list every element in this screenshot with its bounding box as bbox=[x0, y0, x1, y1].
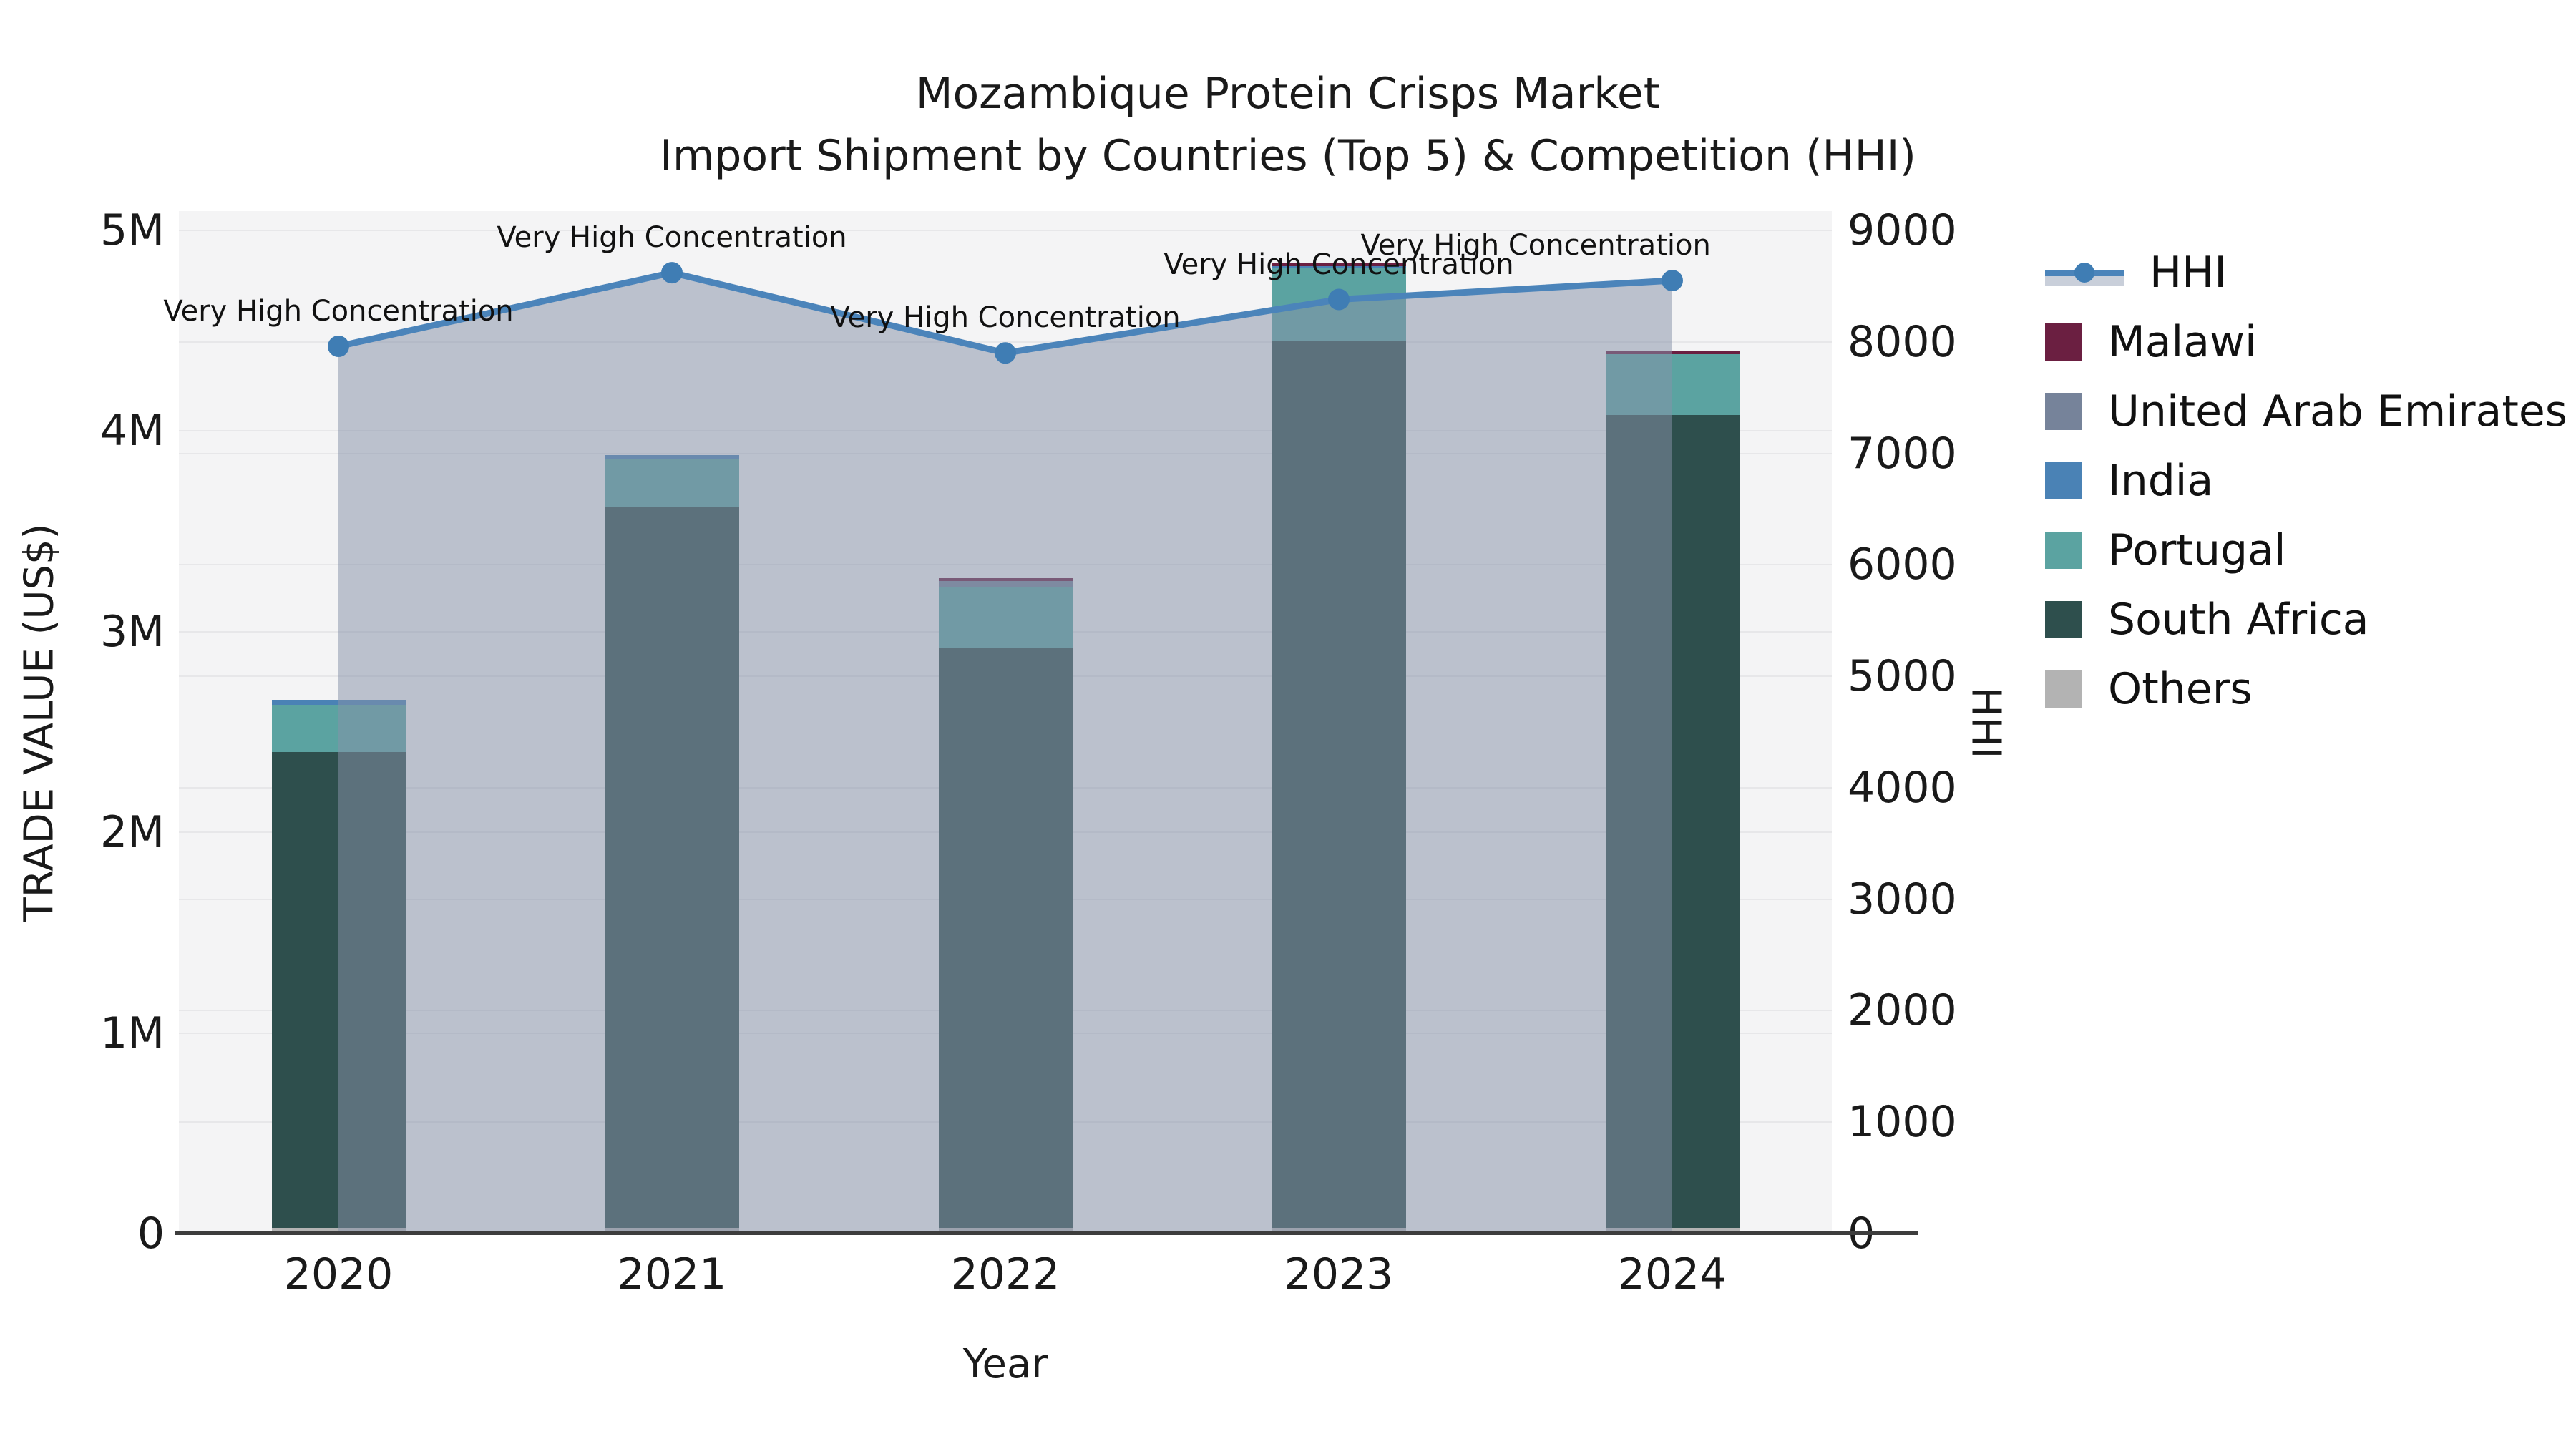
bar-segment-south-africa-2022 bbox=[938, 648, 1073, 1228]
chart-subtitle: Import Shipment by Countries (Top 5) & C… bbox=[660, 131, 1916, 181]
bar-segment-south-africa-2024 bbox=[1605, 415, 1740, 1228]
y-left-axis-title: TRADE VALUE (US$) bbox=[16, 523, 63, 922]
y-left-tick-2M: 2M bbox=[100, 807, 165, 858]
bar-segment-portugal-2022 bbox=[938, 587, 1073, 648]
y-right-tick-1000: 1000 bbox=[1848, 1097, 1957, 1148]
y-right-axis-title: HHI bbox=[1962, 686, 2009, 758]
bar-segment-malawi-2023 bbox=[1272, 263, 1406, 266]
annotation-2024: Very High Concentration bbox=[1360, 229, 1711, 263]
plot-area bbox=[179, 211, 1832, 1234]
y-left-tick-1M: 1M bbox=[100, 1008, 165, 1058]
chart-title: Mozambique Protein Crisps Market bbox=[915, 69, 1661, 119]
bar-segment-india-2023 bbox=[1272, 265, 1406, 269]
y-right-tick-2000: 2000 bbox=[1848, 985, 1957, 1036]
bar-segment-united-arab-emirates-2022 bbox=[938, 580, 1073, 587]
bar-segment-malawi-2024 bbox=[1605, 351, 1740, 355]
y-right-tick-7000: 7000 bbox=[1848, 428, 1957, 479]
y-right-tick-5000: 5000 bbox=[1848, 651, 1957, 702]
bar-segment-india-2020 bbox=[271, 700, 406, 706]
annotation-2020: Very High Concentration bbox=[163, 294, 514, 328]
y-right-tick-9000: 9000 bbox=[1848, 205, 1957, 255]
bar-segment-south-africa-2023 bbox=[1272, 341, 1406, 1228]
y-right-tick-8000: 8000 bbox=[1848, 316, 1957, 367]
grid-line bbox=[179, 229, 1832, 231]
legend-swatch-united-arab-emirates bbox=[2045, 392, 2082, 430]
bar-segment-malawi-2022 bbox=[938, 578, 1073, 581]
y-left-tick-0: 0 bbox=[137, 1209, 165, 1259]
x-tick-2023: 2023 bbox=[1284, 1249, 1394, 1299]
legend-swatch-india bbox=[2045, 462, 2082, 499]
hhi-marker-2020 bbox=[328, 335, 349, 357]
legend: HHI Malawi United Arab Emirates India Portug… bbox=[2045, 238, 2567, 723]
chart-title-block: Mozambique Protein Crisps Market Import … bbox=[0, 63, 2576, 187]
x-axis-title: Year bbox=[962, 1341, 1048, 1387]
hhi-marker-2024 bbox=[1662, 270, 1683, 292]
legend-item-label: United Arab Emirates bbox=[2108, 386, 2568, 436]
x-tick-2021: 2021 bbox=[617, 1249, 727, 1299]
x-tick-2020: 2020 bbox=[283, 1249, 394, 1299]
legend-item-label: Malawi bbox=[2108, 316, 2257, 367]
legend-item-label: HHI bbox=[2150, 247, 2227, 298]
grid-line bbox=[179, 564, 1832, 566]
legend-item-others: Others bbox=[2045, 654, 2567, 723]
x-axis-line bbox=[175, 1231, 1918, 1235]
legend-swatch-others bbox=[2045, 670, 2082, 708]
grid-line bbox=[179, 341, 1832, 343]
legend-item-portugal: Portugal bbox=[2045, 515, 2567, 585]
hhi-marker-swatch bbox=[2074, 262, 2094, 283]
x-tick-2024: 2024 bbox=[1617, 1249, 1727, 1299]
y-right-tick-3000: 3000 bbox=[1848, 874, 1957, 924]
legend-item-label: India bbox=[2108, 455, 2214, 506]
x-tick-2022: 2022 bbox=[950, 1249, 1060, 1299]
legend-item-label: Portugal bbox=[2108, 525, 2286, 575]
y-left-tick-3M: 3M bbox=[100, 606, 165, 657]
annotation-2021: Very High Concentration bbox=[497, 221, 847, 255]
y-left-tick-5M: 5M bbox=[100, 205, 165, 255]
y-left-tick-4M: 4M bbox=[100, 406, 165, 457]
bar-segment-portugal-2020 bbox=[271, 705, 406, 753]
bar-segment-south-africa-2021 bbox=[605, 507, 739, 1228]
legend-item-india: India bbox=[2045, 446, 2567, 515]
legend-item-hhi: HHI bbox=[2045, 238, 2567, 307]
legend-item-united-arab-emirates: United Arab Emirates bbox=[2045, 376, 2567, 446]
legend-item-malawi: Malawi bbox=[2045, 307, 2567, 376]
bar-segment-portugal-2024 bbox=[1605, 354, 1740, 416]
bar-segment-others-2024 bbox=[1605, 1227, 1740, 1234]
legend-swatch-malawi bbox=[2045, 323, 2082, 361]
y-right-tick-6000: 6000 bbox=[1848, 540, 1957, 590]
annotation-2022: Very High Concentration bbox=[830, 301, 1181, 335]
grid-line bbox=[179, 430, 1832, 432]
hhi-marker-2021 bbox=[661, 262, 683, 284]
legend-item-label: South Africa bbox=[2108, 594, 2369, 645]
hhi-line-icon bbox=[2045, 254, 2124, 291]
hhi-marker-2022 bbox=[995, 342, 1016, 364]
legend-swatch-portugal bbox=[2045, 531, 2082, 569]
legend-item-label: Others bbox=[2108, 663, 2253, 714]
bar-segment-south-africa-2020 bbox=[271, 752, 406, 1228]
legend-item-south-africa: South Africa bbox=[2045, 585, 2567, 654]
y-right-tick-4000: 4000 bbox=[1848, 762, 1957, 813]
bar-segment-portugal-2021 bbox=[605, 459, 739, 508]
bar-segment-india-2021 bbox=[605, 454, 739, 459]
legend-swatch-south-africa bbox=[2045, 600, 2082, 638]
grid-line bbox=[179, 452, 1832, 454]
